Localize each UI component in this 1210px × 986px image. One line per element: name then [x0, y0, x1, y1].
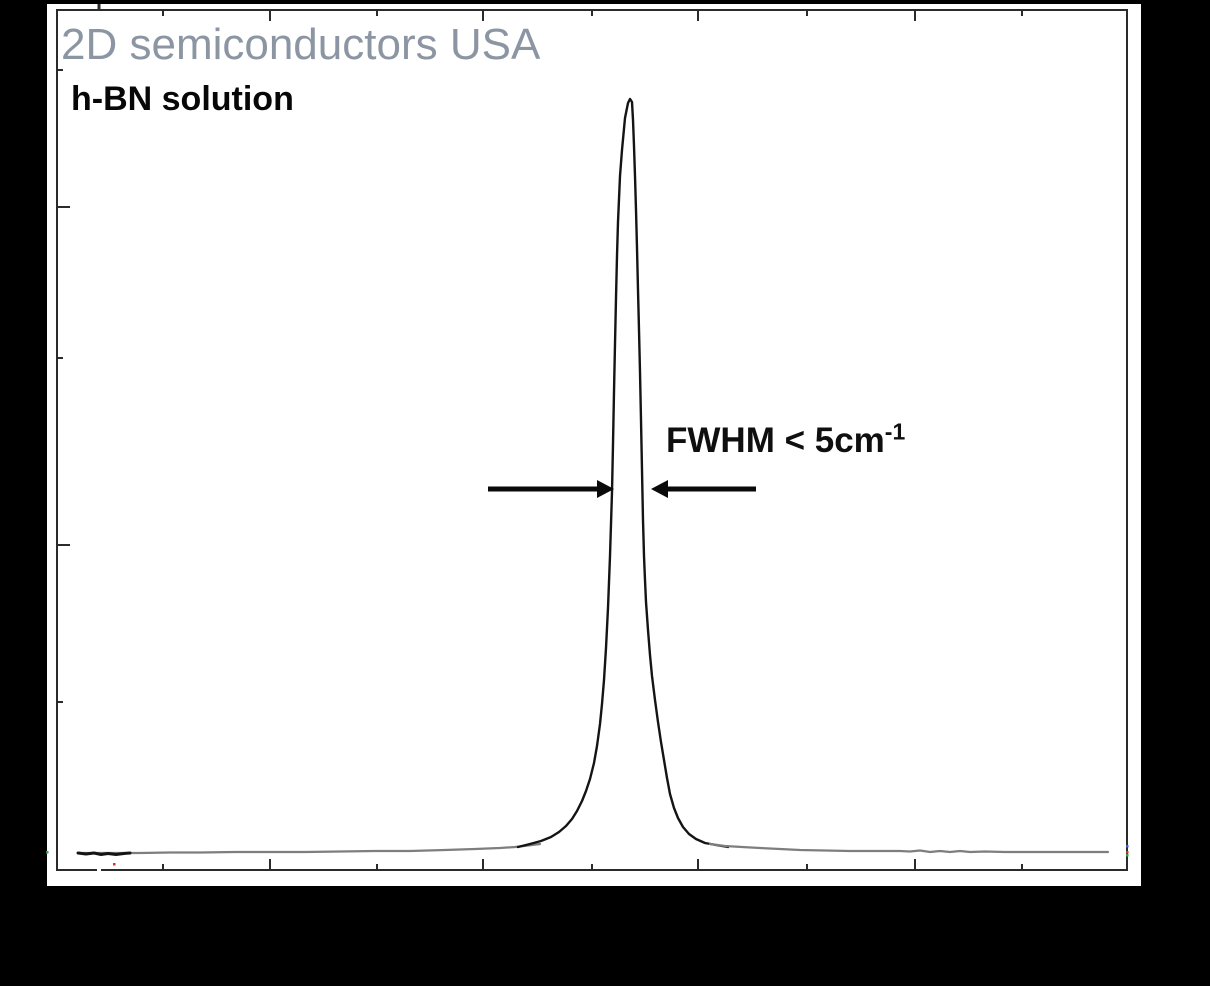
fwhm-annotation-text: FWHM < 5cm	[666, 421, 885, 460]
watermark-text: 2D semiconductors USA	[61, 20, 541, 69]
pixel-artifact-1	[113, 863, 116, 866]
fwhm-arrow-right-head	[651, 480, 668, 498]
fwhm-annotation-exponent: -1	[884, 418, 906, 445]
baseline-right	[708, 842, 1110, 854]
fwhm-annotation: FWHM < 5cm-1	[666, 420, 905, 460]
pixel-artifact-3	[1126, 851, 1129, 854]
pixel-artifact-4	[1126, 854, 1129, 857]
pixel-artifact-2	[1126, 845, 1129, 848]
pixel-artifact-0	[46, 851, 49, 854]
baseline-left	[76, 842, 542, 855]
main-peak	[516, 97, 730, 849]
sample-label: h-BN solution	[71, 80, 294, 118]
plot-area	[47, 4, 1141, 886]
fwhm-arrow-left-head	[597, 480, 614, 498]
axes-frame	[56, 9, 1128, 871]
baseline-left-dark-segment	[76, 851, 132, 856]
